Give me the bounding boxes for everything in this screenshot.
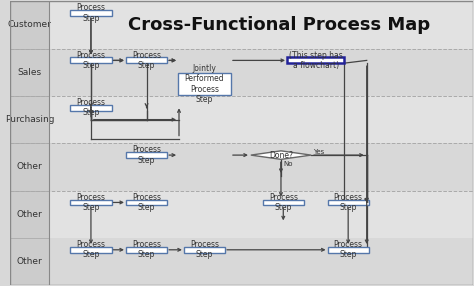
- Text: Process
Step: Process Step: [76, 98, 105, 118]
- Text: Sales: Sales: [18, 68, 42, 77]
- FancyBboxPatch shape: [126, 57, 167, 63]
- Bar: [49, 49, 474, 96]
- Text: Cross-Functional Process Map: Cross-Functional Process Map: [128, 16, 430, 34]
- Text: No: No: [283, 161, 293, 167]
- FancyBboxPatch shape: [328, 200, 369, 205]
- Bar: [10, 96, 49, 143]
- FancyBboxPatch shape: [126, 247, 167, 253]
- FancyBboxPatch shape: [70, 105, 111, 111]
- FancyBboxPatch shape: [178, 73, 231, 95]
- Bar: [49, 1, 474, 49]
- Text: Other: Other: [17, 257, 42, 266]
- Text: Process
Step: Process Step: [269, 193, 298, 212]
- FancyBboxPatch shape: [70, 200, 111, 205]
- Text: Process
Step: Process Step: [76, 3, 105, 23]
- FancyBboxPatch shape: [70, 57, 111, 63]
- Bar: [49, 143, 474, 190]
- Text: Process
Step: Process Step: [76, 240, 105, 259]
- Text: Process
Step: Process Step: [132, 240, 161, 259]
- Text: Process
Step: Process Step: [334, 193, 363, 212]
- Bar: [10, 1, 49, 49]
- Text: Other: Other: [17, 162, 42, 171]
- Text: Done?: Done?: [269, 151, 293, 160]
- Text: Process
Step: Process Step: [190, 240, 219, 259]
- FancyBboxPatch shape: [70, 10, 111, 16]
- Bar: [10, 143, 49, 190]
- Text: Customer: Customer: [8, 20, 52, 29]
- FancyBboxPatch shape: [287, 57, 345, 63]
- Text: Process
Step: Process Step: [132, 193, 161, 212]
- Bar: [10, 238, 49, 285]
- Text: Process
Step: Process Step: [132, 51, 161, 70]
- FancyBboxPatch shape: [126, 200, 167, 205]
- Text: (This step has
a flowchart): (This step has a flowchart): [289, 51, 343, 70]
- Text: Other: Other: [17, 210, 42, 219]
- Text: Process
Step: Process Step: [76, 51, 105, 70]
- FancyBboxPatch shape: [328, 247, 369, 253]
- Text: Purchasing: Purchasing: [5, 115, 55, 124]
- Polygon shape: [251, 151, 311, 159]
- Text: Yes: Yes: [313, 149, 325, 155]
- Text: Process
Step: Process Step: [76, 193, 105, 212]
- Bar: [10, 190, 49, 238]
- FancyBboxPatch shape: [126, 152, 167, 158]
- FancyBboxPatch shape: [184, 247, 225, 253]
- FancyBboxPatch shape: [70, 247, 111, 253]
- Text: Process
Step: Process Step: [132, 145, 161, 165]
- FancyBboxPatch shape: [263, 200, 304, 205]
- Bar: [49, 96, 474, 143]
- Bar: [10, 49, 49, 96]
- Text: Jointly
Performed
Process
Step: Jointly Performed Process Step: [185, 64, 224, 104]
- Text: Process
Step: Process Step: [334, 240, 363, 259]
- Bar: [49, 238, 474, 285]
- Bar: [49, 190, 474, 238]
